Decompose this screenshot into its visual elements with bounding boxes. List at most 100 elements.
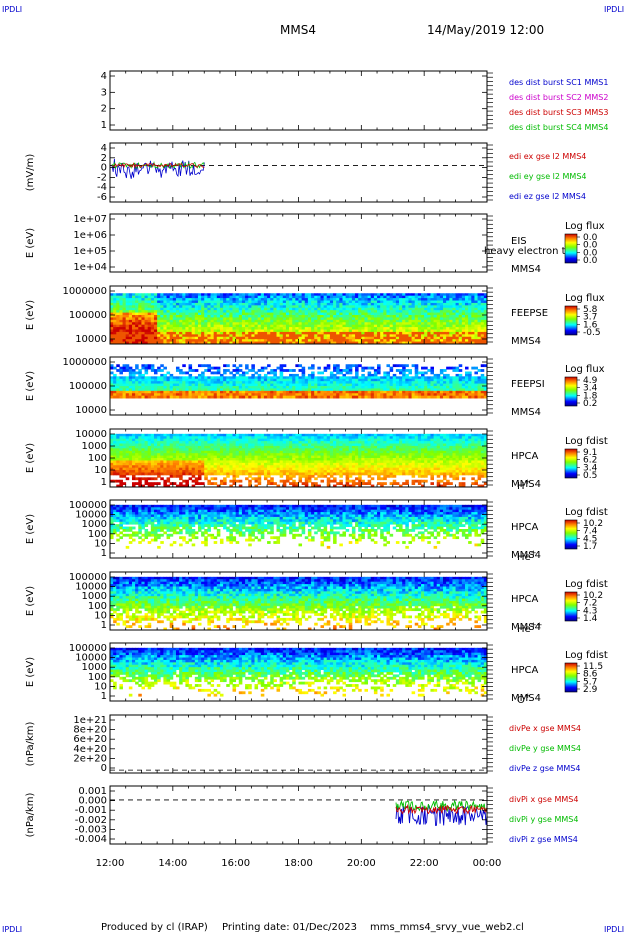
spectrogram-cell <box>326 393 331 397</box>
spectrogram-cell <box>201 307 205 311</box>
spectrogram-cell <box>172 436 177 440</box>
spectrogram-cell <box>138 445 142 449</box>
spectrogram-cell <box>333 329 337 333</box>
spectrogram-cell <box>377 339 381 342</box>
spectrogram-cell <box>311 388 315 392</box>
spectrogram-cell <box>188 458 193 461</box>
spectrogram-cell <box>153 450 158 454</box>
spectrogram-cell <box>304 307 309 311</box>
spectrogram-cell <box>245 295 249 299</box>
spectrogram-cell <box>213 438 218 442</box>
spectrogram-cell <box>116 376 120 380</box>
spectrogram-cell <box>153 386 158 389</box>
spectrogram-cell <box>113 324 117 328</box>
spectrogram-cell <box>389 388 394 392</box>
spectrogram-cell <box>443 341 447 345</box>
spectrogram-cell <box>232 331 237 335</box>
spectrogram-cell <box>361 388 365 392</box>
spectrogram-cell <box>392 336 397 340</box>
spectrogram-cell <box>216 388 221 392</box>
spectrogram-cell <box>235 395 240 399</box>
spectrogram-cell <box>179 381 183 384</box>
spectrogram-cell <box>477 322 482 326</box>
spectrogram-cell <box>439 310 444 313</box>
spectrogram-cell <box>216 334 221 338</box>
spectrogram-cell <box>329 298 334 301</box>
spectrogram-cell <box>128 324 133 328</box>
spectrogram-cell <box>298 388 303 392</box>
spectrogram-cell <box>216 465 221 469</box>
spectrogram-cell <box>188 443 193 447</box>
spectrogram-cell <box>326 390 331 394</box>
spectrogram-cell <box>144 472 149 476</box>
spectrogram-cell <box>135 378 139 382</box>
spectrogram-cell <box>424 322 428 326</box>
spectrogram-cell <box>298 378 303 382</box>
spectrogram-cell <box>216 339 221 342</box>
spectrogram-cell <box>377 322 381 326</box>
spectrogram-cell <box>229 388 233 392</box>
spectrogram-cell <box>150 341 155 345</box>
spectrogram-cell <box>213 448 218 452</box>
spectrogram-cell <box>125 458 130 461</box>
spectrogram-cell <box>119 327 123 330</box>
spectrogram-cell <box>172 470 177 473</box>
spectrogram-cell <box>333 317 337 321</box>
spectrogram-cell <box>166 331 171 335</box>
spectrogram-cell <box>113 310 117 313</box>
spectrogram-cell <box>169 341 174 345</box>
spectrogram-cell <box>298 390 303 394</box>
spectrogram-cell <box>179 453 183 456</box>
spectrogram-cell <box>260 307 265 311</box>
spectrogram-cell <box>207 334 211 338</box>
spectrogram-cell <box>163 383 167 387</box>
spectrogram-cell <box>279 312 284 316</box>
spectrogram-cell <box>399 312 403 316</box>
spectrogram-cell <box>138 293 142 297</box>
spectrogram-cell <box>474 319 478 323</box>
spectrogram-cell <box>386 364 391 368</box>
spectrogram-cell <box>351 315 356 318</box>
spectrogram-cell <box>153 327 158 330</box>
spectrogram-cell <box>373 371 378 375</box>
spectrogram-cell <box>452 378 456 382</box>
spectrogram-cell <box>355 302 359 306</box>
spectrogram-cell <box>436 307 441 311</box>
spectrogram-cell <box>411 329 416 333</box>
spectrogram-cell <box>414 369 419 372</box>
spectrogram-cell <box>204 458 208 461</box>
spectrogram-cell <box>204 470 208 473</box>
spectrogram-cell <box>163 336 167 340</box>
spectrogram-cell <box>128 307 133 311</box>
spectrogram-cell <box>380 336 384 340</box>
spectrogram-cell <box>160 341 164 345</box>
spectrogram-cell <box>317 317 321 321</box>
spectrogram-cell <box>289 386 293 389</box>
spectrogram-cell <box>458 390 463 394</box>
spectrogram-cell <box>414 315 419 318</box>
spectrogram-cell <box>113 329 117 333</box>
spectrogram-cell <box>251 324 255 328</box>
spectrogram-cell <box>179 393 183 397</box>
spectrogram-cell <box>314 381 318 384</box>
spectrogram-cell <box>248 393 252 397</box>
spectrogram-cell <box>172 307 177 311</box>
spectrogram-cell <box>414 383 419 387</box>
spectrogram-cell <box>311 298 315 301</box>
spectrogram-cell <box>147 341 152 345</box>
spectrogram-cell <box>210 324 215 328</box>
spectrogram-cell <box>279 386 284 389</box>
spectrogram-cell <box>125 317 130 321</box>
spectrogram-cell <box>263 302 268 306</box>
spectrogram-cell <box>433 319 438 323</box>
spectrogram-cell <box>285 386 290 389</box>
spectrogram-cell <box>235 302 240 306</box>
spectrogram-cell <box>166 315 171 318</box>
spectrogram-cell <box>207 324 211 328</box>
spectrogram-cell <box>380 324 384 328</box>
spectrogram-cell <box>267 339 271 342</box>
spectrogram-cell <box>304 334 309 338</box>
spectrogram-cell <box>295 324 299 328</box>
spectrogram-cell <box>248 312 252 316</box>
spectrogram-cell <box>333 381 337 384</box>
